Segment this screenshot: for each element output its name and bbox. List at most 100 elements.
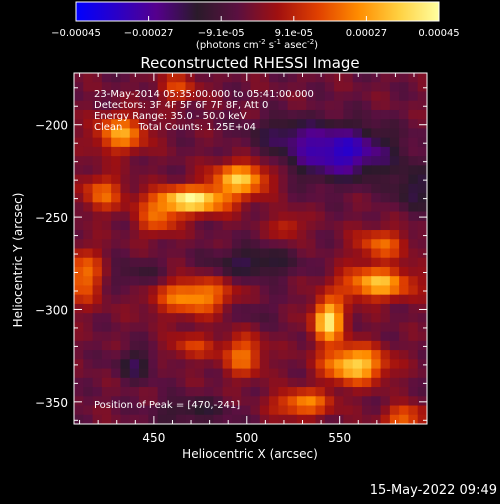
heatmap-cell — [399, 350, 410, 360]
heatmap-cell — [352, 396, 363, 407]
heatmap-cell — [185, 350, 196, 360]
heatmap-cell — [352, 350, 363, 360]
heatmap-cell — [166, 285, 177, 296]
heatmap-cell — [380, 276, 391, 287]
heatmap-cell — [166, 350, 177, 360]
heatmap-cell — [361, 313, 372, 323]
heatmap-cell — [417, 266, 427, 277]
heatmap-cell — [250, 276, 261, 287]
heatmap-cell — [296, 82, 307, 93]
heatmap-cell — [92, 220, 103, 231]
heatmap-cell — [213, 359, 224, 370]
heatmap-cell — [157, 414, 168, 424]
heatmap-cell — [74, 239, 84, 250]
heatmap-cell — [389, 248, 400, 259]
heatmap-cell — [306, 387, 317, 397]
heatmap-cell — [269, 137, 279, 148]
heatmap-cell — [101, 128, 112, 139]
heatmap-cell — [166, 257, 177, 268]
heatmap-cell — [92, 82, 103, 93]
heatmap-cell — [231, 119, 242, 130]
heatmap-cell — [259, 73, 270, 83]
heatmap-cell — [278, 174, 289, 185]
heatmap-cell — [185, 266, 196, 277]
heatmap-cell — [139, 82, 149, 93]
heatmap-cell — [343, 313, 354, 323]
heatmap-cell — [241, 257, 252, 268]
heatmap-cell — [278, 109, 289, 120]
heatmap-cell — [259, 396, 270, 407]
heatmap-cell — [417, 257, 427, 268]
heatmap-cell — [241, 322, 252, 333]
heatmap-cell — [408, 220, 419, 231]
heatmap-cell — [92, 183, 103, 194]
heatmap-cell — [259, 193, 270, 203]
heatmap-cell — [166, 377, 177, 388]
heatmap-cell — [120, 257, 131, 268]
heatmap-cell — [176, 285, 187, 296]
heatmap-cell — [194, 294, 205, 305]
heatmap-cell — [408, 359, 419, 370]
heatmap-cell — [269, 322, 279, 333]
heatmap-cell — [399, 340, 410, 351]
heatmap-cell — [213, 174, 224, 185]
heatmap-cell — [166, 239, 177, 250]
heatmap-cell — [213, 257, 224, 268]
heatmap-cell — [204, 183, 214, 194]
heatmap-cell — [139, 396, 149, 407]
heatmap-cell — [139, 174, 149, 185]
heatmap-cell — [361, 350, 372, 360]
heatmap-cell — [334, 91, 344, 102]
heatmap-cell — [204, 193, 214, 203]
heatmap-cell — [315, 396, 326, 407]
heatmap-cell — [129, 165, 140, 176]
heatmap-cell — [194, 276, 205, 287]
heatmap-cell — [157, 165, 168, 176]
heatmap-cell — [408, 100, 419, 111]
heatmap-cell — [222, 82, 233, 93]
heatmap-cell — [371, 414, 382, 424]
heatmap-cell — [148, 211, 159, 222]
heatmap-cell — [231, 359, 242, 370]
heatmap-cell — [389, 322, 400, 333]
heatmap-cell — [139, 239, 149, 250]
heatmap-cell — [287, 359, 298, 370]
heatmap-cell — [241, 193, 252, 203]
heatmap-cell — [101, 119, 112, 130]
heatmap-cell — [185, 303, 196, 314]
heatmap-cell — [315, 202, 326, 213]
heatmap-cell — [250, 340, 261, 351]
heatmap-cell — [111, 294, 122, 305]
heatmap-cell — [287, 146, 298, 157]
heatmap-cell — [129, 100, 140, 111]
x-axis-label: Heliocentric X (arcsec) — [182, 447, 318, 461]
heatmap-cell — [334, 100, 344, 111]
heatmap-cell — [380, 257, 391, 268]
heatmap-cell — [417, 146, 427, 157]
heatmap-cell — [334, 414, 344, 424]
heatmap-cell — [148, 359, 159, 370]
heatmap-cell — [352, 183, 363, 194]
heatmap-cell — [111, 285, 122, 296]
heatmap-cell — [129, 183, 140, 194]
heatmap-cell — [111, 82, 122, 93]
heatmap-cell — [371, 331, 382, 342]
heatmap-cell — [157, 156, 168, 166]
heatmap-cell — [148, 156, 159, 166]
heatmap-cell — [241, 146, 252, 157]
heatmap-cell — [92, 359, 103, 370]
heatmap-cell — [101, 156, 112, 166]
heatmap-cell — [334, 239, 344, 250]
heatmap-cell — [259, 313, 270, 323]
heatmap-cell — [157, 146, 168, 157]
heatmap-cell — [148, 146, 159, 157]
heatmap-cell — [213, 266, 224, 277]
heatmap-cell — [74, 350, 84, 360]
heatmap-cell — [408, 340, 419, 351]
heatmap-cell — [176, 193, 187, 203]
heatmap-cell — [120, 285, 131, 296]
heatmap-cell — [176, 276, 187, 287]
heatmap-cell — [352, 239, 363, 250]
heatmap-cell — [417, 202, 427, 213]
heatmap-cell — [287, 174, 298, 185]
